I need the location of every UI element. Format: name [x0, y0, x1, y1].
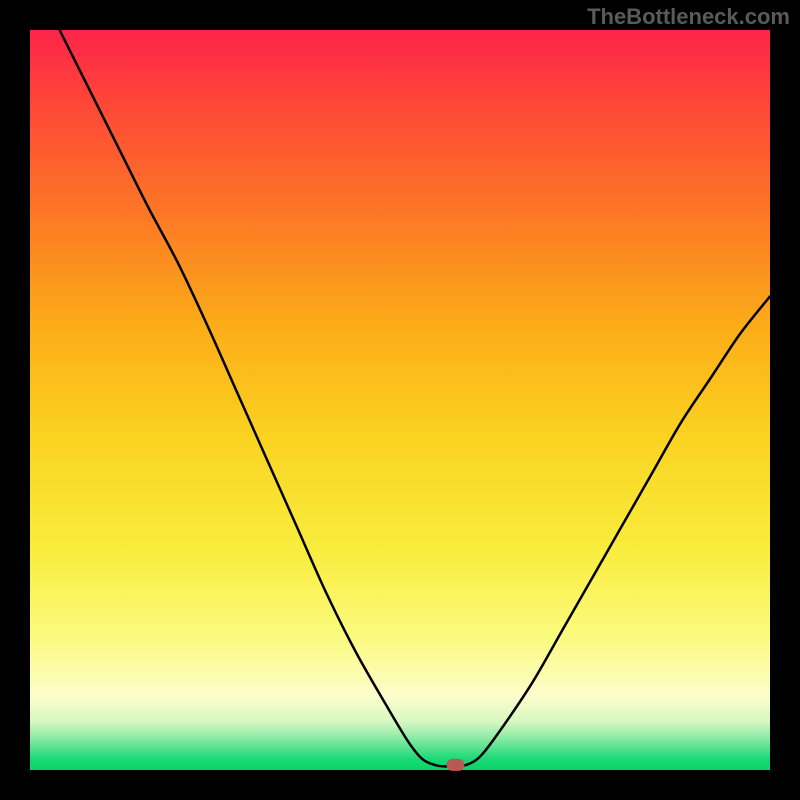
result-marker — [447, 759, 465, 771]
chart-svg — [0, 0, 800, 800]
watermark-text: TheBottleneck.com — [587, 4, 790, 30]
chart-container: TheBottleneck.com — [0, 0, 800, 800]
plot-background — [30, 30, 770, 770]
